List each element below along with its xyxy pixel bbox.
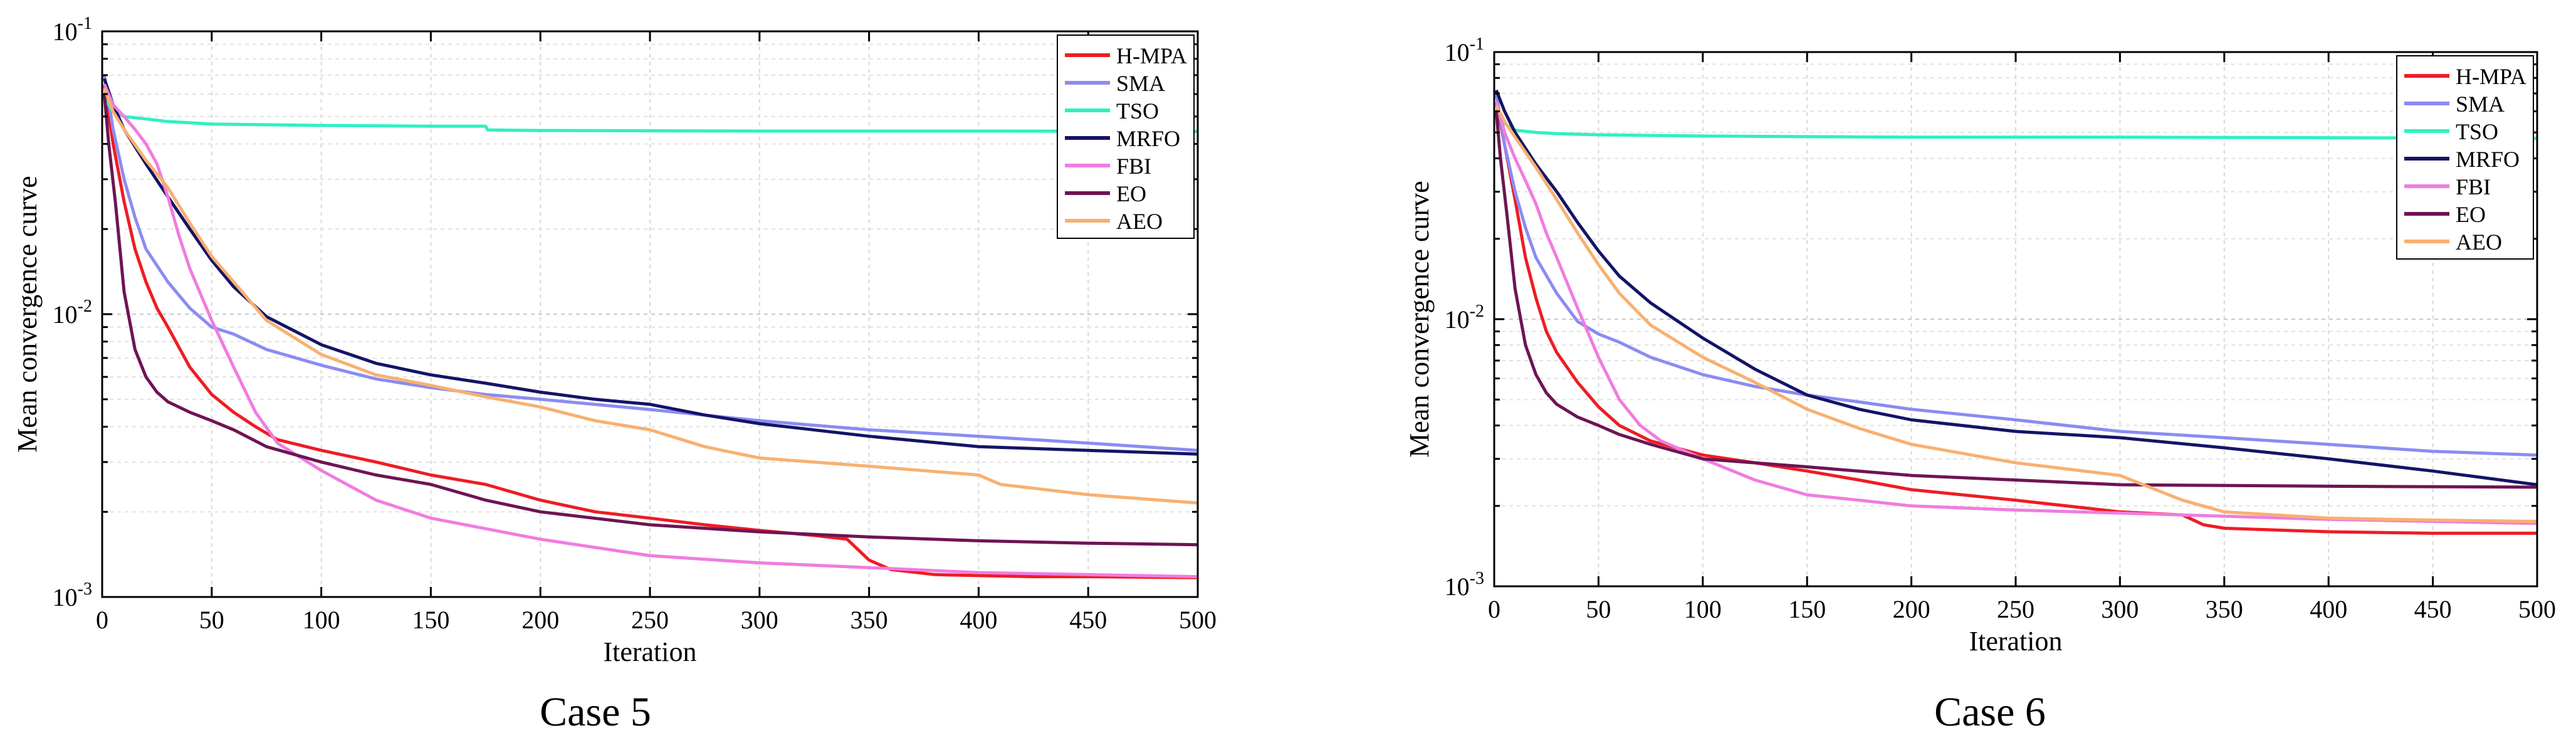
x-tick-label: 400	[2310, 595, 2347, 623]
series-line-tso	[103, 97, 1198, 133]
legend-label-tso: TSO	[1116, 98, 1159, 124]
y-axis-label: Mean convergence curve	[12, 176, 43, 452]
series-line-aeo	[103, 87, 1198, 505]
series-line-mrfo	[1494, 89, 2538, 487]
legend-label-mrfo: MRFO	[1116, 126, 1180, 151]
legend-label-tso: TSO	[2456, 119, 2498, 144]
legend-label-eo: EO	[2456, 202, 2486, 227]
x-tick-label: 50	[1586, 595, 1611, 623]
x-tick-label: 350	[851, 606, 888, 634]
x-tick-label: 500	[2518, 595, 2556, 623]
x-tick-label: 150	[412, 606, 449, 634]
legend-label-fbi: FBI	[1116, 154, 1151, 179]
x-tick-label: 400	[960, 606, 997, 634]
series-line-eo	[103, 93, 1198, 547]
grid	[102, 31, 1198, 597]
x-tick-label: 250	[631, 606, 669, 634]
y-tick-label: 10-3	[53, 579, 92, 611]
x-tick-label: 200	[521, 606, 559, 634]
chart-panel-2: 0 50 100 150 200 250 300 350 400 450 500 10-3 10-2 10…	[1404, 34, 2556, 657]
x-tick-label: 150	[1788, 595, 1826, 623]
legend-label-h-mpa: H-MPA	[1116, 43, 1187, 68]
x-tick-label: 300	[741, 606, 778, 634]
x-tick-label: 0	[96, 606, 108, 634]
caption-case-5: Case 5	[540, 689, 651, 735]
x-tick-label: 50	[199, 606, 224, 634]
chart-panel-1: 0 50 100 150 200 250 300 350 400 450 500 10-3 10-2 10…	[12, 14, 1217, 667]
x-tick-label: 450	[1069, 606, 1107, 634]
x-tick-label: 300	[2101, 595, 2139, 623]
y-tick-label: 10-3	[1445, 569, 1484, 601]
x-tick-label: 250	[1997, 595, 2034, 623]
x-tick-label: 350	[2206, 595, 2243, 623]
legend-label-aeo: AEO	[2456, 230, 2502, 255]
x-tick-label: 500	[1179, 606, 1217, 634]
series-line-sma	[1494, 93, 2538, 457]
y-tick-label: 10-2	[53, 297, 92, 329]
x-tick-label: 0	[1488, 595, 1500, 623]
y-tick-label: 10-1	[1445, 34, 1484, 66]
legend-label-eo: EO	[1116, 181, 1146, 206]
series-line-aeo	[1495, 105, 2538, 523]
x-tick-label: 200	[1893, 595, 1930, 623]
caption-case-6: Case 6	[1934, 689, 2046, 735]
legend-label-h-mpa: H-MPA	[2456, 64, 2526, 89]
legend-label-sma: SMA	[2456, 92, 2505, 117]
series-line-h-mpa	[1494, 102, 2537, 535]
series-line-fbi	[103, 83, 1198, 579]
series-line-sma	[103, 75, 1198, 452]
y-axis-label: Mean convergence curve	[1404, 181, 1435, 457]
y-tick-label: 10-2	[1445, 302, 1484, 334]
legend-label-sma: SMA	[1116, 71, 1165, 96]
series-line-eo	[1494, 111, 2538, 489]
y-tick-label: 10-1	[53, 14, 92, 46]
x-tick-label: 450	[2414, 595, 2452, 623]
x-axis-label: Iteration	[603, 636, 696, 667]
legend-label-aeo: AEO	[1116, 209, 1163, 234]
legend-label-mrfo: MRFO	[2456, 147, 2520, 172]
legend-label-fbi: FBI	[2456, 174, 2491, 199]
x-tick-label: 100	[1684, 595, 1722, 623]
x-tick-label: 100	[303, 606, 340, 634]
series-line-fbi	[1494, 102, 2538, 525]
series-line-mrfo	[103, 78, 1198, 456]
grid	[1494, 52, 2538, 586]
x-axis-label: Iteration	[1969, 626, 2062, 657]
